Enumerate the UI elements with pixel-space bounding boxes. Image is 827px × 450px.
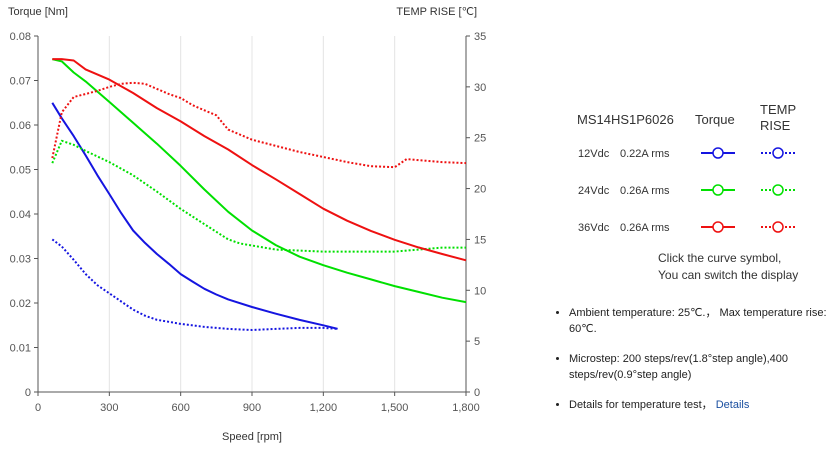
y-left-tick-label: 0.01 [10, 343, 31, 355]
legend-row-24vdc: 24Vdc 0.26A rms [560, 177, 820, 214]
y-left-tick-label: 0.06 [10, 120, 31, 132]
y-right-tick-label: 35 [474, 31, 486, 43]
details-link[interactable]: Details [715, 399, 750, 411]
legend: MS14HS1P6026 Torque TEMP RISE 12Vdc 0.22A… [560, 100, 820, 282]
legend-current: 0.26A rms [620, 185, 670, 197]
toggle-36vdc-torque-curve-symbol[interactable] [700, 219, 736, 235]
legend-current: 0.26A rms [620, 222, 670, 234]
legend-hint-line1: Click the curve symbol, [658, 251, 782, 265]
y-right-tick-label: 20 [474, 184, 486, 196]
note-ambient: Ambient temperature: 25℃.， Max temperatu… [569, 305, 827, 337]
legend-temp-header-line1: TEMP [760, 102, 797, 117]
y-right-tick-label: 25 [474, 133, 486, 145]
grid-lines [108, 36, 396, 392]
note-microstep: Microstep: 200 steps/rev(1.8°step angle)… [569, 351, 827, 383]
legend-current: 0.22A rms [620, 148, 670, 160]
legend-temp-header: TEMP RISE [760, 102, 796, 134]
y-left-tick-label: 0.03 [10, 254, 31, 266]
series-line-0 [51, 102, 338, 330]
legend-temp-header-line2: RISE [760, 118, 791, 133]
y-right-axis-title: TEMP RISE [℃] [396, 6, 477, 18]
toggle-24vdc-torque-curve-symbol[interactable] [700, 182, 736, 198]
y-right-tick-label: 5 [474, 336, 480, 348]
legend-hint: Click the curve symbol, You can switch t… [658, 250, 798, 284]
note-temp-test-text: Details for temperature test， [569, 399, 713, 411]
series-line-5 [51, 81, 467, 169]
series-line-2 [52, 58, 467, 304]
y-right-tick-label: 0 [474, 387, 480, 399]
axes: 0 300 600 900 1,200 1,500 1,80000.010.020.030.… [10, 31, 487, 414]
toggle-24vdc-temp-curve-symbol[interactable] [760, 182, 796, 198]
legend-hint-line2: You can switch the display [658, 268, 799, 282]
y-left-tick-label: 0.05 [10, 165, 31, 177]
note-temp-test: Details for temperature test， Details [569, 397, 827, 413]
y-right-tick-label: 15 [474, 234, 486, 246]
x-tick-label: 1,200 [310, 402, 338, 414]
torque-temp-chart: 0 300 600 900 1,200 1,500 1,80000.010.020.030.… [8, 6, 487, 443]
y-right-tick-label: 10 [474, 285, 486, 297]
series-group [51, 58, 467, 331]
y-left-tick-label: 0.04 [10, 209, 31, 221]
toggle-12vdc-torque-curve-symbol[interactable] [700, 145, 736, 161]
legend-voltage: 12Vdc [578, 148, 610, 160]
y-left-tick-label: 0.07 [10, 76, 31, 88]
y-left-tick-label: 0.02 [10, 298, 31, 310]
legend-header: MS14HS1P6026 Torque TEMP RISE [560, 100, 820, 140]
x-tick-label: 1,800 [452, 402, 480, 414]
x-tick-label: 900 [243, 402, 261, 414]
toggle-36vdc-temp-curve-symbol[interactable] [760, 219, 796, 235]
y-left-tick-label: 0.08 [10, 31, 31, 43]
legend-voltage: 36Vdc [578, 222, 610, 234]
x-tick-label: 300 [100, 402, 118, 414]
legend-row-36vdc: 36Vdc 0.26A rms [560, 214, 820, 251]
x-axis-title: Speed [rpm] [222, 431, 282, 443]
series-line-4 [52, 58, 467, 262]
y-left-tick-label: 0 [25, 387, 31, 399]
legend-row-12vdc: 12Vdc 0.22A rms [560, 140, 820, 177]
series-line-1 [51, 238, 338, 331]
legend-model-name: MS14HS1P6026 [577, 112, 674, 127]
y-left-axis-title: Torque [Nm] [8, 6, 68, 18]
legend-voltage: 24Vdc [578, 185, 610, 197]
x-tick-label: 0 [35, 402, 41, 414]
legend-torque-header: Torque [695, 112, 735, 127]
notes-list: Ambient temperature: 25℃.， Max temperatu… [555, 305, 827, 427]
toggle-12vdc-temp-curve-symbol[interactable] [760, 145, 796, 161]
y-right-tick-label: 30 [474, 82, 486, 94]
x-tick-label: 1,500 [381, 402, 409, 414]
x-tick-label: 600 [171, 402, 189, 414]
